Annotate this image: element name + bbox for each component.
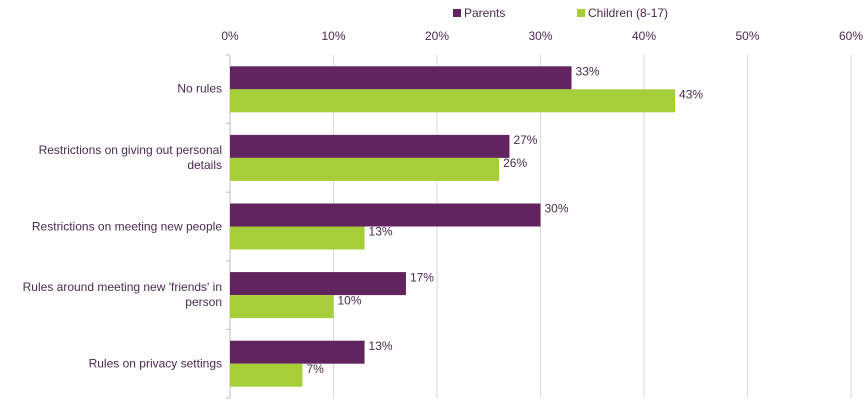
- bar: [230, 134, 510, 158]
- legend-swatch: [453, 9, 461, 17]
- x-tick-label: 0%: [221, 29, 239, 43]
- data-label: 43%: [679, 87, 703, 101]
- data-label: 13%: [369, 225, 393, 239]
- data-label: 10%: [338, 293, 362, 307]
- bar: [230, 203, 541, 227]
- legend-label: Parents: [464, 6, 505, 20]
- data-label: 27%: [513, 133, 537, 147]
- legend-swatch: [577, 9, 585, 17]
- bar: [230, 272, 406, 296]
- bar: [230, 157, 500, 181]
- bar: [230, 340, 365, 364]
- data-label: 7%: [306, 362, 324, 376]
- category-label: Restrictions on meeting new people: [31, 219, 222, 233]
- x-tick-label: 60%: [839, 29, 863, 43]
- bar: [230, 226, 365, 250]
- data-label: 30%: [545, 202, 569, 216]
- legend-label: Children (8-17): [588, 6, 668, 20]
- x-tick-label: 40%: [632, 29, 656, 43]
- x-tick-label: 30%: [528, 29, 552, 43]
- bar: [230, 89, 676, 113]
- data-label: 26%: [503, 156, 527, 170]
- bar: [230, 295, 334, 319]
- category-label: Rules on privacy settings: [88, 356, 222, 371]
- data-label: 33%: [576, 64, 600, 78]
- bar: [230, 363, 303, 387]
- bar: [230, 66, 572, 90]
- x-tick-label: 20%: [425, 29, 449, 43]
- category-label: Rules around meeting new 'friends' in pe…: [22, 280, 222, 310]
- data-label: 13%: [369, 339, 393, 353]
- category-label: No rules: [177, 81, 222, 96]
- x-tick-label: 50%: [735, 29, 759, 43]
- x-tick-label: 10%: [321, 29, 345, 43]
- data-label: 17%: [410, 270, 434, 284]
- category-label: Restrictions on giving out personal deta…: [38, 142, 222, 172]
